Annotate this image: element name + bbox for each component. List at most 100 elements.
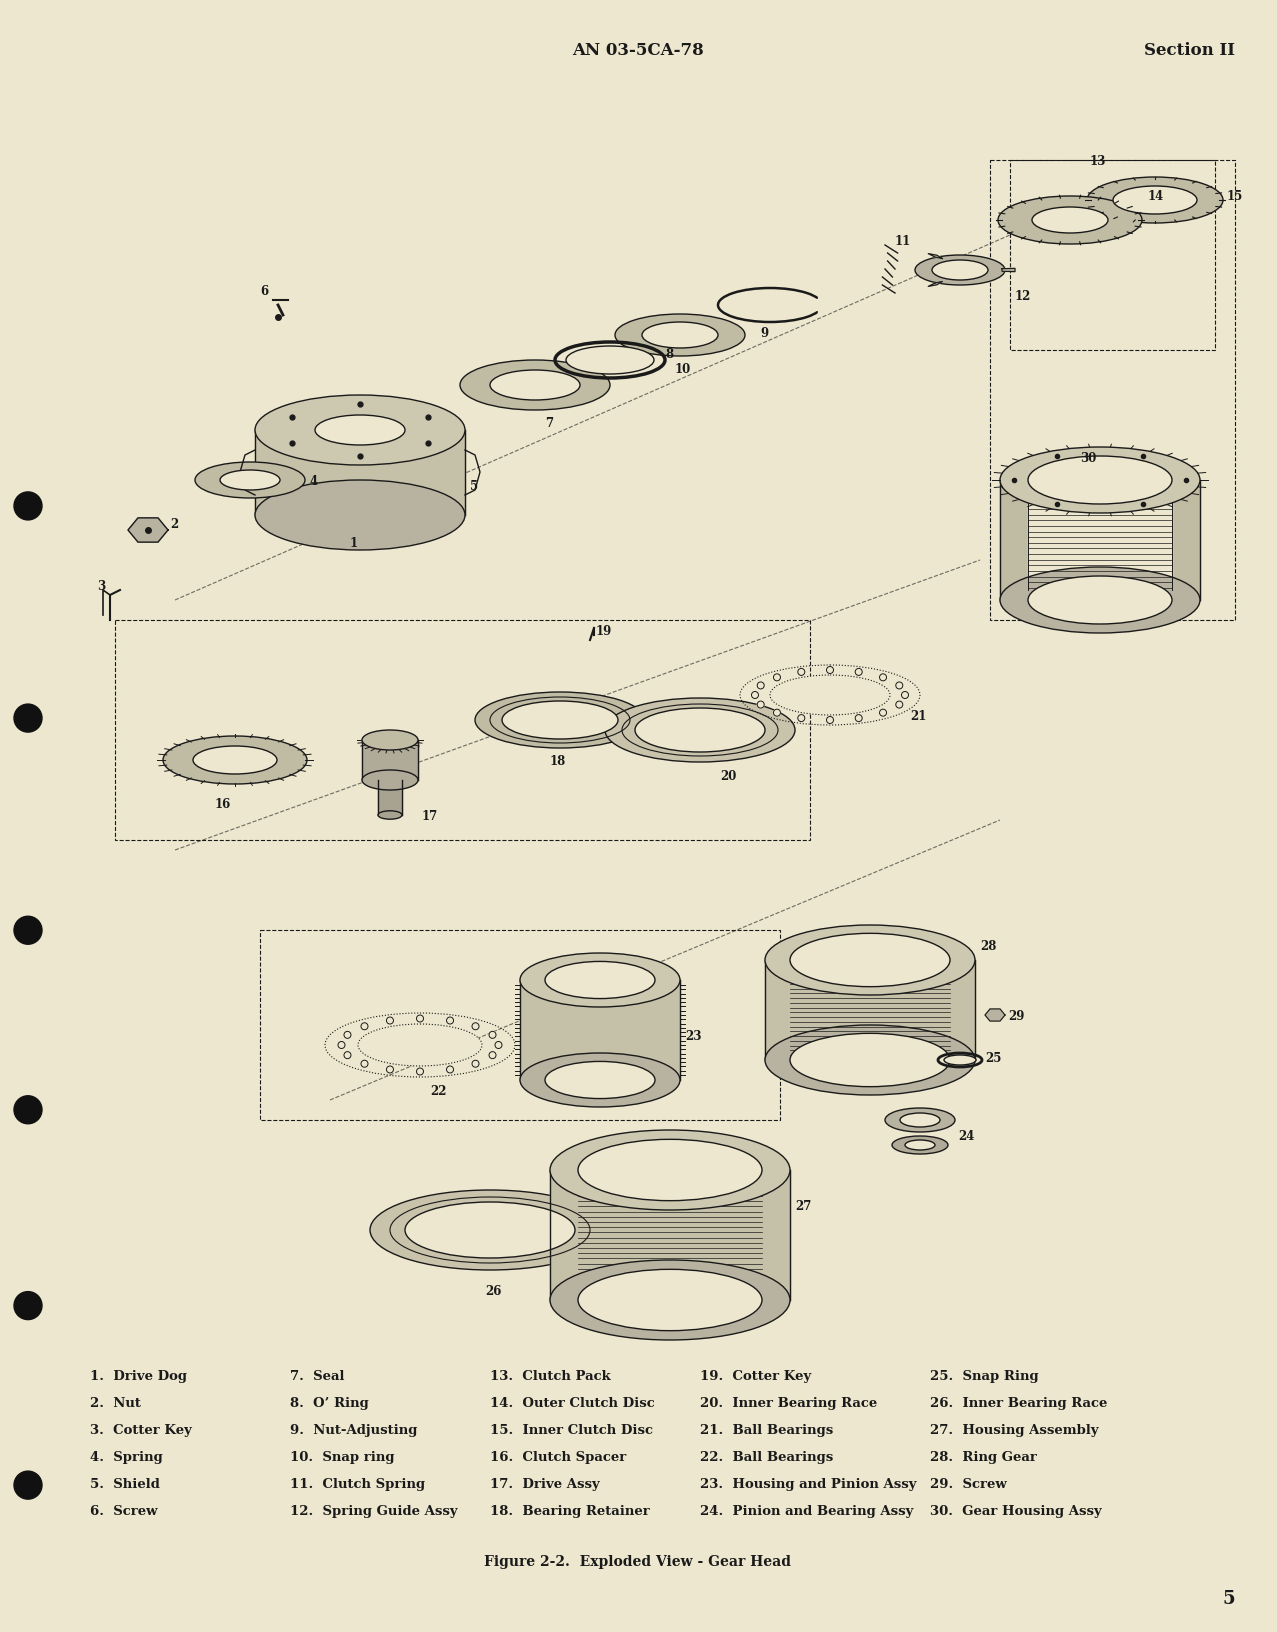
Text: 16.  Clutch Spacer: 16. Clutch Spacer xyxy=(490,1451,626,1464)
Ellipse shape xyxy=(770,676,890,715)
Text: 3.  Cotter Key: 3. Cotter Key xyxy=(89,1425,192,1438)
Ellipse shape xyxy=(315,415,405,446)
Polygon shape xyxy=(985,1009,1005,1022)
Text: 1.  Drive Dog: 1. Drive Dog xyxy=(89,1369,186,1382)
Ellipse shape xyxy=(475,692,645,747)
Text: 6.  Screw: 6. Screw xyxy=(89,1505,157,1518)
Polygon shape xyxy=(819,297,827,313)
Polygon shape xyxy=(928,281,942,286)
Text: 8: 8 xyxy=(665,348,673,361)
Ellipse shape xyxy=(545,961,655,999)
Circle shape xyxy=(361,1023,368,1030)
Text: 15: 15 xyxy=(1227,189,1244,202)
Circle shape xyxy=(774,674,780,681)
Ellipse shape xyxy=(545,1061,655,1098)
Ellipse shape xyxy=(932,259,988,281)
Ellipse shape xyxy=(1087,176,1223,224)
Text: 10.  Snap ring: 10. Snap ring xyxy=(290,1451,395,1464)
Ellipse shape xyxy=(616,313,744,356)
Ellipse shape xyxy=(370,1190,610,1270)
Text: 12.  Spring Guide Assy: 12. Spring Guide Assy xyxy=(290,1505,457,1518)
Text: 12: 12 xyxy=(1015,290,1032,304)
Text: 26.  Inner Bearing Race: 26. Inner Bearing Race xyxy=(930,1397,1107,1410)
Text: 13: 13 xyxy=(1091,155,1106,168)
Ellipse shape xyxy=(765,925,976,996)
Circle shape xyxy=(14,916,42,945)
Ellipse shape xyxy=(550,1129,790,1209)
Ellipse shape xyxy=(460,361,610,410)
Text: 30.  Gear Housing Assy: 30. Gear Housing Assy xyxy=(930,1505,1102,1518)
Circle shape xyxy=(338,1041,345,1048)
Text: 18.  Bearing Retainer: 18. Bearing Retainer xyxy=(490,1505,650,1518)
Circle shape xyxy=(902,692,908,698)
Circle shape xyxy=(447,1017,453,1023)
Ellipse shape xyxy=(1032,207,1108,233)
Ellipse shape xyxy=(358,1023,481,1066)
Text: 4.  Spring: 4. Spring xyxy=(89,1451,162,1464)
Text: 20: 20 xyxy=(720,770,737,783)
Ellipse shape xyxy=(1028,455,1172,504)
Ellipse shape xyxy=(900,1113,940,1128)
Ellipse shape xyxy=(405,1203,575,1258)
Polygon shape xyxy=(1002,268,1015,271)
Circle shape xyxy=(14,1470,42,1500)
Circle shape xyxy=(880,674,886,681)
Circle shape xyxy=(14,703,42,733)
Text: 5: 5 xyxy=(470,480,478,493)
Circle shape xyxy=(14,491,42,521)
Ellipse shape xyxy=(490,370,580,400)
Text: 10: 10 xyxy=(676,362,691,375)
Circle shape xyxy=(895,702,903,708)
Text: 17: 17 xyxy=(421,809,438,823)
Ellipse shape xyxy=(893,1136,948,1154)
Circle shape xyxy=(757,702,764,708)
Ellipse shape xyxy=(361,730,418,751)
Text: 1: 1 xyxy=(350,537,358,550)
Ellipse shape xyxy=(378,811,402,819)
Circle shape xyxy=(774,710,780,716)
Text: 13.  Clutch Pack: 13. Clutch Pack xyxy=(490,1369,610,1382)
Polygon shape xyxy=(128,517,169,542)
Circle shape xyxy=(387,1066,393,1072)
Polygon shape xyxy=(520,979,679,1080)
Ellipse shape xyxy=(255,480,465,550)
Text: 7.  Seal: 7. Seal xyxy=(290,1369,345,1382)
Polygon shape xyxy=(361,739,418,780)
Circle shape xyxy=(798,715,805,721)
Text: 29.  Screw: 29. Screw xyxy=(930,1479,1006,1492)
Text: 27: 27 xyxy=(796,1200,811,1213)
Ellipse shape xyxy=(163,736,306,783)
Ellipse shape xyxy=(566,346,654,374)
Ellipse shape xyxy=(1028,576,1172,623)
Polygon shape xyxy=(378,780,402,814)
Text: 14.  Outer Clutch Disc: 14. Outer Clutch Disc xyxy=(490,1397,655,1410)
Text: 9.  Nut-Adjusting: 9. Nut-Adjusting xyxy=(290,1425,418,1438)
Text: 28.  Ring Gear: 28. Ring Gear xyxy=(930,1451,1037,1464)
Ellipse shape xyxy=(578,1139,762,1201)
Circle shape xyxy=(361,1061,368,1067)
Circle shape xyxy=(14,1095,42,1124)
Text: 8.  O’ Ring: 8. O’ Ring xyxy=(290,1397,369,1410)
Text: 14: 14 xyxy=(1148,189,1165,202)
Text: 26: 26 xyxy=(485,1284,502,1297)
Text: 20.  Inner Bearing Race: 20. Inner Bearing Race xyxy=(700,1397,877,1410)
Circle shape xyxy=(489,1051,495,1059)
Ellipse shape xyxy=(765,1025,976,1095)
Ellipse shape xyxy=(195,462,305,498)
Text: 5: 5 xyxy=(1222,1590,1235,1608)
Ellipse shape xyxy=(550,1260,790,1340)
Circle shape xyxy=(798,669,805,676)
Polygon shape xyxy=(928,253,942,258)
Circle shape xyxy=(489,1031,495,1038)
Text: 16: 16 xyxy=(215,798,231,811)
Ellipse shape xyxy=(1000,566,1200,633)
Text: 5.  Shield: 5. Shield xyxy=(89,1479,160,1492)
Ellipse shape xyxy=(255,395,465,465)
Circle shape xyxy=(856,715,862,721)
Text: Section II: Section II xyxy=(1144,42,1235,59)
Circle shape xyxy=(14,1291,42,1320)
Polygon shape xyxy=(1000,480,1200,601)
Ellipse shape xyxy=(642,322,718,348)
Text: 27.  Housing Assembly: 27. Housing Assembly xyxy=(930,1425,1098,1438)
Circle shape xyxy=(447,1066,453,1072)
